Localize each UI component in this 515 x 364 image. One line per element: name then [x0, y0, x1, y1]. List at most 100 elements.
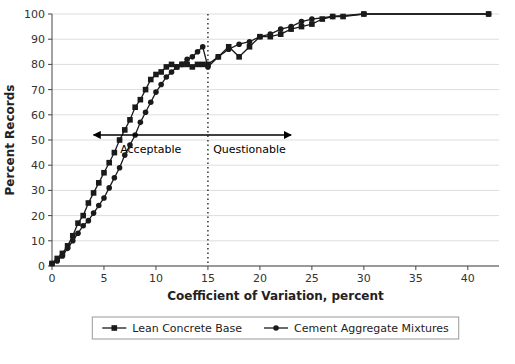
x-tick — [259, 266, 260, 270]
grid-line — [52, 190, 499, 191]
point — [200, 62, 206, 68]
point — [257, 34, 263, 40]
y-tick — [48, 190, 52, 191]
point — [361, 11, 367, 17]
point — [299, 19, 305, 25]
point — [148, 99, 154, 105]
x-tick — [155, 266, 156, 270]
point — [247, 44, 253, 50]
point — [138, 97, 144, 103]
point — [96, 203, 102, 209]
x-tick — [415, 266, 416, 270]
y-tick-label: 0 — [38, 260, 45, 273]
point — [247, 39, 253, 45]
point — [330, 14, 336, 20]
point — [195, 49, 201, 55]
series — [49, 11, 491, 266]
point — [330, 14, 336, 20]
legend-item: Lean Concrete Base — [102, 322, 242, 335]
y-tick-label: 10 — [31, 235, 45, 248]
point — [86, 200, 92, 206]
point — [195, 62, 201, 68]
point — [216, 54, 222, 60]
y-tick — [48, 89, 52, 90]
point — [179, 62, 185, 68]
y-tick-label: 90 — [31, 33, 45, 46]
point — [86, 218, 92, 224]
y-tick-label: 70 — [31, 84, 45, 97]
x-tick-label: 30 — [357, 272, 371, 285]
grid-line — [52, 39, 499, 40]
annotation: Acceptable — [120, 143, 181, 156]
y-axis-line — [52, 14, 53, 266]
point — [122, 127, 128, 133]
legend-marker — [111, 325, 117, 331]
y-tick — [48, 114, 52, 115]
point — [190, 54, 196, 60]
point — [132, 104, 138, 110]
point — [80, 223, 86, 229]
series-line — [52, 14, 489, 263]
legend-label: Cement Aggregate Mixtures — [294, 322, 449, 335]
point — [169, 69, 175, 75]
y-tick — [48, 215, 52, 216]
y-tick-label: 30 — [31, 184, 45, 197]
grid — [52, 14, 499, 266]
point — [101, 170, 107, 176]
point — [143, 87, 149, 93]
annotation: Questionable — [213, 143, 286, 156]
x-tick-label: 15 — [201, 272, 215, 285]
plot-area — [49, 11, 491, 266]
series-line — [52, 14, 489, 263]
point — [200, 44, 206, 50]
x-tick-label: 0 — [49, 272, 56, 285]
point — [70, 238, 76, 244]
point — [486, 11, 492, 17]
point — [278, 31, 284, 37]
x-tick-label: 25 — [305, 272, 319, 285]
point — [216, 54, 222, 60]
grid-line — [52, 215, 499, 216]
y-tick — [48, 165, 52, 166]
y-axis-label: Percent Records — [3, 85, 17, 196]
point — [361, 11, 367, 17]
point — [65, 246, 71, 252]
point — [143, 109, 149, 115]
point — [101, 195, 107, 201]
point — [179, 62, 185, 68]
grid-line — [52, 64, 499, 65]
x-tick-label: 10 — [149, 272, 163, 285]
point — [153, 72, 159, 78]
x-tick-label: 35 — [409, 272, 423, 285]
y-tick — [48, 14, 52, 15]
x-tick — [103, 266, 104, 270]
y-tick — [48, 39, 52, 40]
legend-frame — [92, 317, 458, 339]
point — [236, 54, 242, 60]
y-tick — [48, 240, 52, 241]
x-tick — [311, 266, 312, 270]
point — [158, 69, 164, 75]
point — [174, 64, 180, 70]
axes: 01020304050607080901000510152025303540 — [24, 8, 499, 285]
point — [49, 261, 55, 267]
x-tick-label: 40 — [461, 272, 475, 285]
grid-line — [52, 89, 499, 90]
x-tick — [52, 266, 53, 270]
point — [288, 24, 294, 30]
point — [112, 175, 118, 181]
point — [164, 64, 170, 70]
series — [49, 11, 491, 266]
y-tick-label: 40 — [31, 159, 45, 172]
y-tick — [48, 140, 52, 141]
reference-line — [207, 14, 208, 266]
point — [117, 137, 123, 143]
grid-line — [52, 240, 499, 241]
point — [148, 77, 154, 83]
chart: 01020304050607080901000510152025303540Co… — [0, 0, 515, 364]
point — [138, 120, 144, 126]
point — [75, 230, 81, 236]
point — [309, 21, 315, 27]
point — [299, 24, 305, 30]
point — [169, 62, 175, 68]
